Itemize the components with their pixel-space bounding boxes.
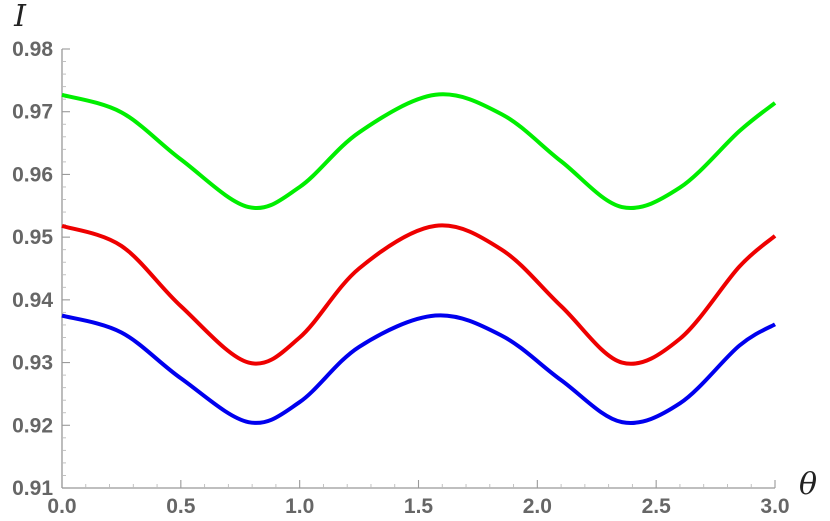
y-tick-label: 0.94 — [12, 289, 53, 312]
axes — [61, 49, 775, 489]
x-tick-label: 1.5 — [404, 495, 434, 518]
y-tick-label: 0.97 — [12, 101, 53, 124]
series-line-3 — [61, 313, 777, 425]
series-group — [61, 92, 777, 425]
series-line-2 — [61, 223, 777, 366]
series-line-1 — [61, 92, 777, 211]
x-tick-label: 0.5 — [166, 495, 196, 518]
ticks — [61, 48, 776, 489]
y-tick-label: 0.98 — [12, 38, 53, 61]
x-tick-label: 1.0 — [285, 495, 314, 518]
y-tick-label: 0.92 — [12, 414, 53, 437]
x-axis-label: θ — [799, 467, 817, 502]
x-tick-label: 2.0 — [523, 495, 552, 518]
x-tick-label: 0.0 — [47, 495, 76, 518]
y-tick-label: 0.96 — [12, 163, 53, 186]
y-axis-label: I — [13, 0, 27, 34]
x-tick-label: 3.0 — [760, 495, 789, 518]
y-tick-label: 0.93 — [12, 352, 53, 375]
y-tick-label: 0.95 — [12, 226, 53, 249]
tick-labels: 0.0 0.5 1.0 1.5 2.0 2.5 3.0 0.91 0.92 0.93 0.94 0.9… — [12, 38, 789, 518]
y-tick-label: 0.91 — [12, 477, 53, 500]
x-tick-label: 2.5 — [642, 495, 672, 518]
